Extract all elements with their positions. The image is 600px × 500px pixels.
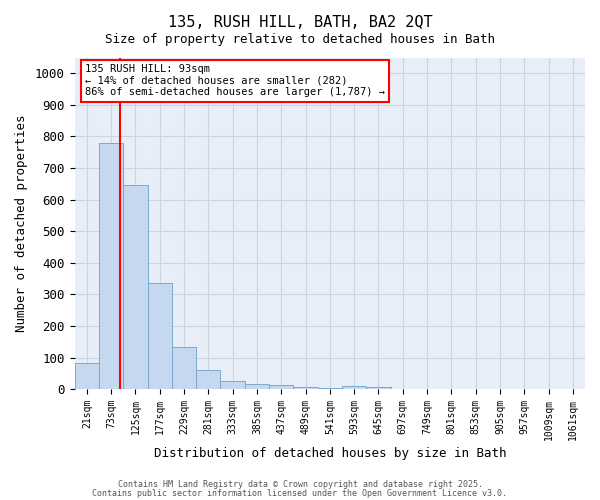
Bar: [269, 386, 293, 389]
Text: Contains public sector information licensed under the Open Government Licence v3: Contains public sector information licen…: [92, 488, 508, 498]
Bar: [317, 388, 342, 389]
Bar: [74, 364, 99, 389]
Text: Contains HM Land Registry data © Crown copyright and database right 2025.: Contains HM Land Registry data © Crown c…: [118, 480, 482, 489]
X-axis label: Distribution of detached houses by size in Bath: Distribution of detached houses by size …: [154, 447, 506, 460]
Bar: [196, 370, 220, 389]
Bar: [123, 186, 148, 389]
Y-axis label: Number of detached properties: Number of detached properties: [15, 114, 28, 332]
Bar: [99, 143, 123, 389]
Bar: [366, 386, 391, 389]
Bar: [342, 386, 366, 389]
Text: 135, RUSH HILL, BATH, BA2 2QT: 135, RUSH HILL, BATH, BA2 2QT: [167, 15, 433, 30]
Text: 135 RUSH HILL: 93sqm
← 14% of detached houses are smaller (282)
86% of semi-deta: 135 RUSH HILL: 93sqm ← 14% of detached h…: [85, 64, 385, 98]
Bar: [245, 384, 269, 389]
Bar: [148, 284, 172, 389]
Text: Size of property relative to detached houses in Bath: Size of property relative to detached ho…: [105, 32, 495, 46]
Bar: [220, 382, 245, 389]
Bar: [293, 387, 317, 389]
Bar: [172, 347, 196, 389]
